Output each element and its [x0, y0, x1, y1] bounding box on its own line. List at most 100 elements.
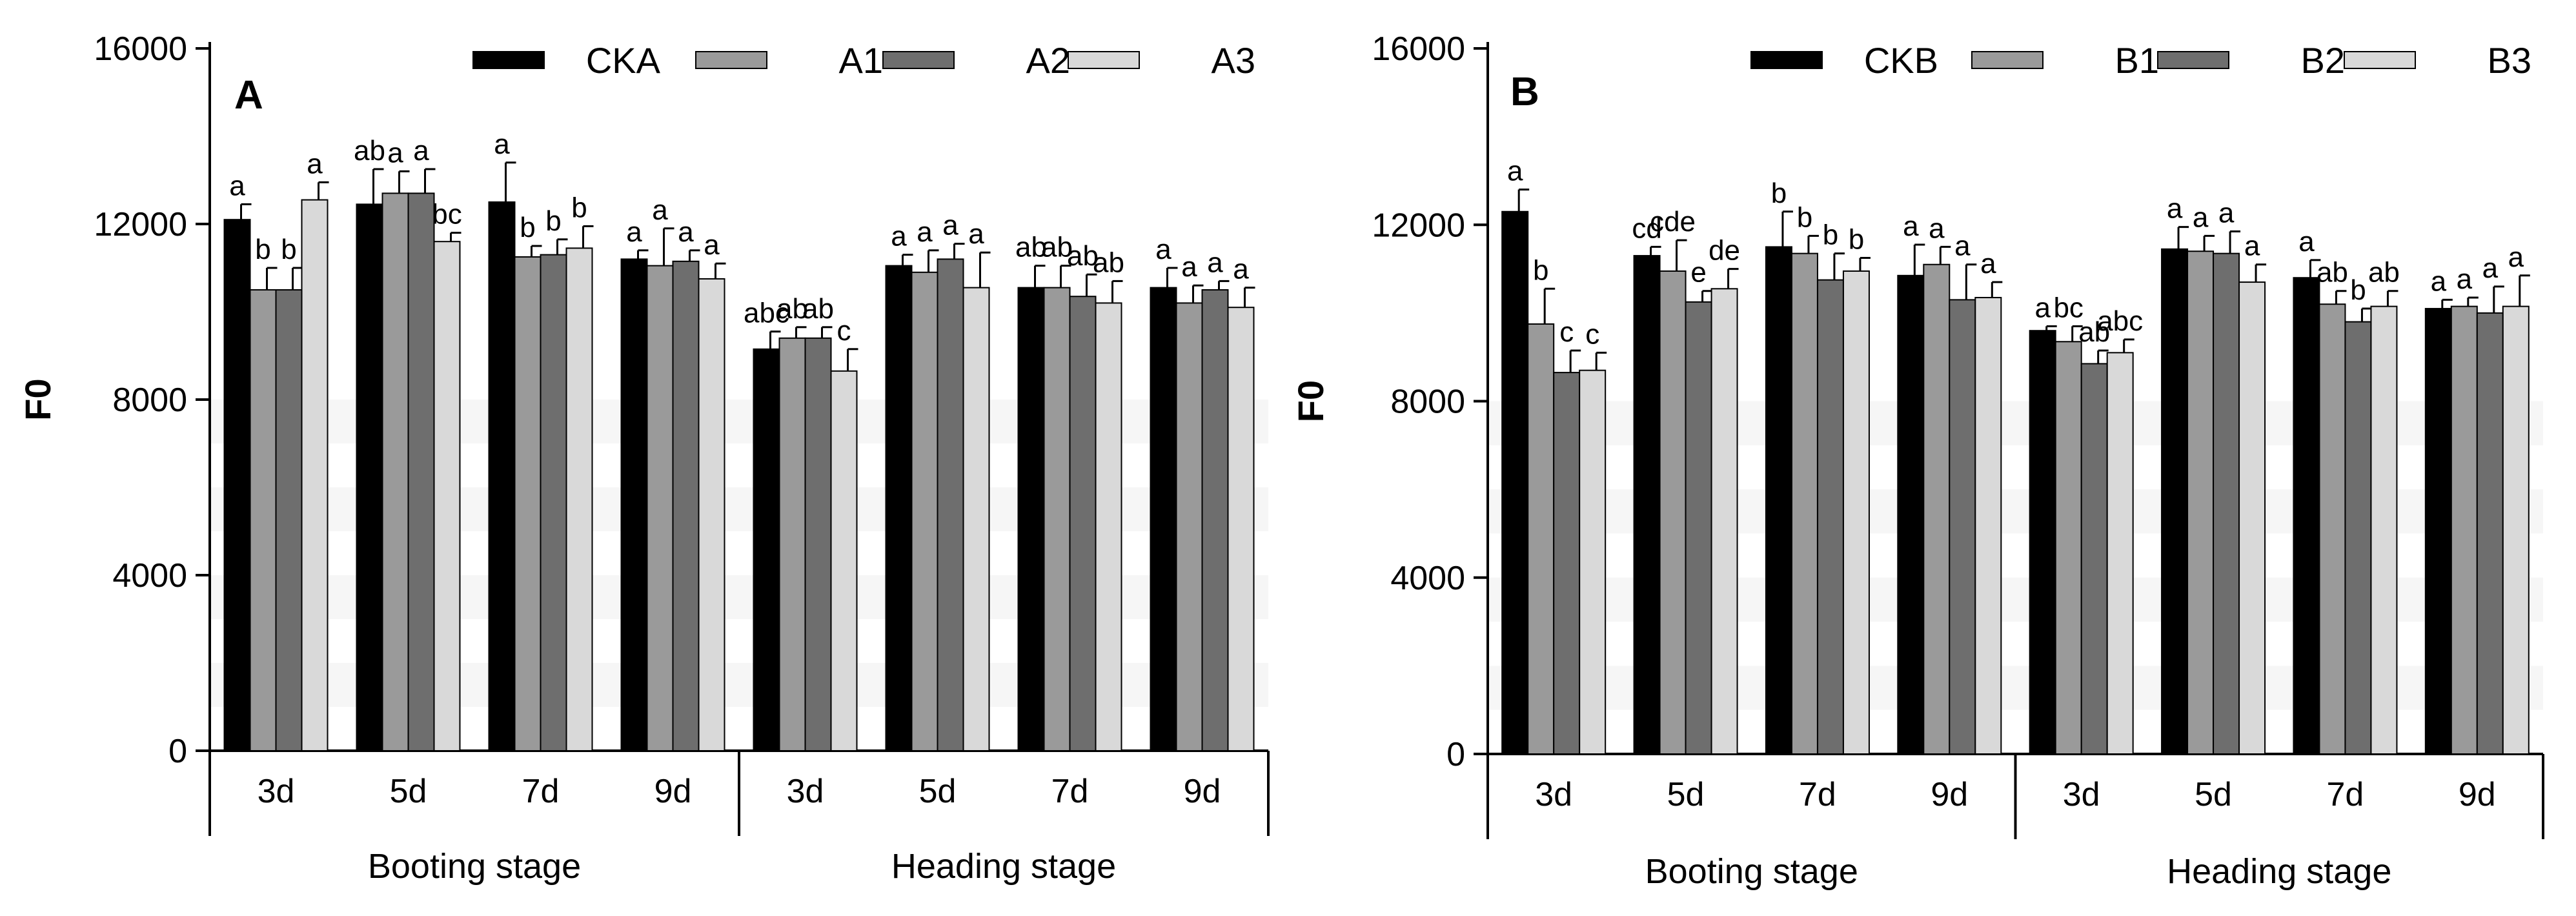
bar[interactable] — [1659, 270, 1687, 755]
bar[interactable] — [1579, 369, 1607, 755]
bar[interactable] — [2029, 330, 2056, 755]
bar[interactable] — [407, 192, 435, 751]
significance-letter: a — [968, 218, 984, 250]
bar[interactable] — [1043, 287, 1071, 752]
group-brackets — [208, 751, 1270, 836]
bar[interactable] — [1175, 302, 1203, 751]
bar[interactable] — [911, 271, 938, 751]
significance-letter: a — [1980, 248, 1996, 280]
bar[interactable] — [1765, 246, 1792, 755]
x-tick-label: 7d — [2327, 776, 2364, 813]
legend-label: CKB — [1864, 40, 1938, 81]
bar[interactable] — [1017, 287, 1045, 752]
bar[interactable] — [1974, 296, 2002, 755]
bar[interactable] — [1069, 296, 1097, 751]
bar[interactable] — [2370, 305, 2398, 755]
bar[interactable] — [1201, 289, 1229, 751]
significance-letter: ab — [1093, 247, 1124, 278]
bar[interactable] — [2238, 281, 2266, 755]
bar[interactable] — [249, 289, 277, 751]
bar[interactable] — [698, 278, 725, 751]
bar[interactable] — [2450, 305, 2478, 755]
x-tick-label: 5d — [390, 773, 427, 810]
significance-letter: b — [2350, 274, 2366, 306]
bar[interactable] — [223, 219, 251, 751]
significance-letter: a — [2482, 252, 2499, 284]
significance-letter: a — [307, 148, 323, 179]
bar[interactable] — [2080, 363, 2108, 755]
panel-label: A — [234, 73, 263, 117]
legend-label: A3 — [1212, 40, 1256, 81]
bar[interactable] — [381, 192, 409, 751]
bar[interactable] — [514, 256, 542, 751]
significance-letter: a — [494, 128, 510, 160]
bar[interactable] — [2106, 352, 2134, 755]
significance-letter: b — [1771, 178, 1787, 209]
bar[interactable] — [2502, 305, 2530, 755]
bar[interactable] — [2424, 308, 2452, 755]
bar[interactable] — [2476, 312, 2504, 755]
bar[interactable] — [885, 265, 913, 752]
bar[interactable] — [2344, 321, 2372, 755]
bar[interactable] — [565, 247, 593, 751]
bar[interactable] — [937, 258, 964, 751]
significance-letter: a — [2298, 226, 2315, 258]
bar[interactable] — [1633, 255, 1661, 755]
bar[interactable] — [620, 258, 648, 751]
legend-label: A2 — [1026, 40, 1071, 81]
significance-letter: ab — [776, 293, 808, 325]
bar[interactable] — [1897, 274, 1925, 755]
bar[interactable] — [962, 287, 990, 752]
bar[interactable] — [1816, 279, 1844, 755]
significance-letter: ab — [2317, 257, 2348, 289]
bar[interactable] — [1501, 210, 1529, 755]
bar[interactable] — [646, 265, 674, 752]
bar[interactable] — [1842, 270, 1870, 755]
x-tick-label: 3d — [258, 773, 295, 810]
bar[interactable] — [753, 348, 780, 751]
x-tick-label: 9d — [1931, 776, 1968, 813]
bar[interactable] — [1685, 301, 1712, 755]
bar[interactable] — [2293, 277, 2320, 755]
bar[interactable] — [1553, 372, 1581, 755]
significance-letter: cde — [1650, 206, 1696, 238]
bar[interactable] — [830, 370, 858, 751]
group-label: Heading stage — [2167, 852, 2391, 891]
bar[interactable] — [275, 289, 303, 751]
y-tick-label: 0 — [168, 733, 187, 770]
bar[interactable] — [2187, 250, 2215, 755]
bar[interactable] — [1710, 288, 1738, 755]
bar[interactable] — [1095, 302, 1122, 751]
legend-label: B1 — [2115, 40, 2160, 81]
bar[interactable] — [672, 260, 700, 751]
bar[interactable] — [356, 203, 383, 751]
bar[interactable] — [1790, 252, 1818, 755]
y-tick-label: 4000 — [112, 557, 187, 595]
significance-letter: ab — [2078, 316, 2110, 348]
bar[interactable] — [540, 254, 567, 752]
bar[interactable] — [2161, 248, 2189, 755]
significance-letter: b — [255, 234, 270, 265]
bar[interactable] — [2318, 303, 2346, 755]
bar[interactable] — [1923, 263, 1951, 755]
bar[interactable] — [2054, 341, 2082, 755]
bar[interactable] — [778, 337, 806, 751]
bar[interactable] — [1949, 299, 1976, 755]
significance-letter: a — [2167, 193, 2183, 225]
panel-label: B — [1510, 70, 1539, 114]
x-tick-label: 9d — [1184, 773, 1221, 810]
chart-panel-b: 0 4000 8000 12000 16000 F0 3d 5d 7d 9d 3d 5d 7d 9d Boo… — [1290, 30, 2544, 891]
bar[interactable] — [804, 337, 832, 751]
bar[interactable] — [433, 241, 461, 751]
bar[interactable] — [1150, 287, 1177, 752]
bar[interactable] — [301, 199, 329, 752]
bar[interactable] — [1527, 323, 1555, 755]
bar[interactable] — [488, 201, 516, 751]
bar[interactable] — [1227, 307, 1255, 751]
group-label: Booting stage — [1645, 852, 1858, 891]
y-axis-title: F0 — [1290, 380, 1331, 422]
significance-letter: abc — [744, 298, 789, 329]
bar[interactable] — [2213, 252, 2240, 755]
